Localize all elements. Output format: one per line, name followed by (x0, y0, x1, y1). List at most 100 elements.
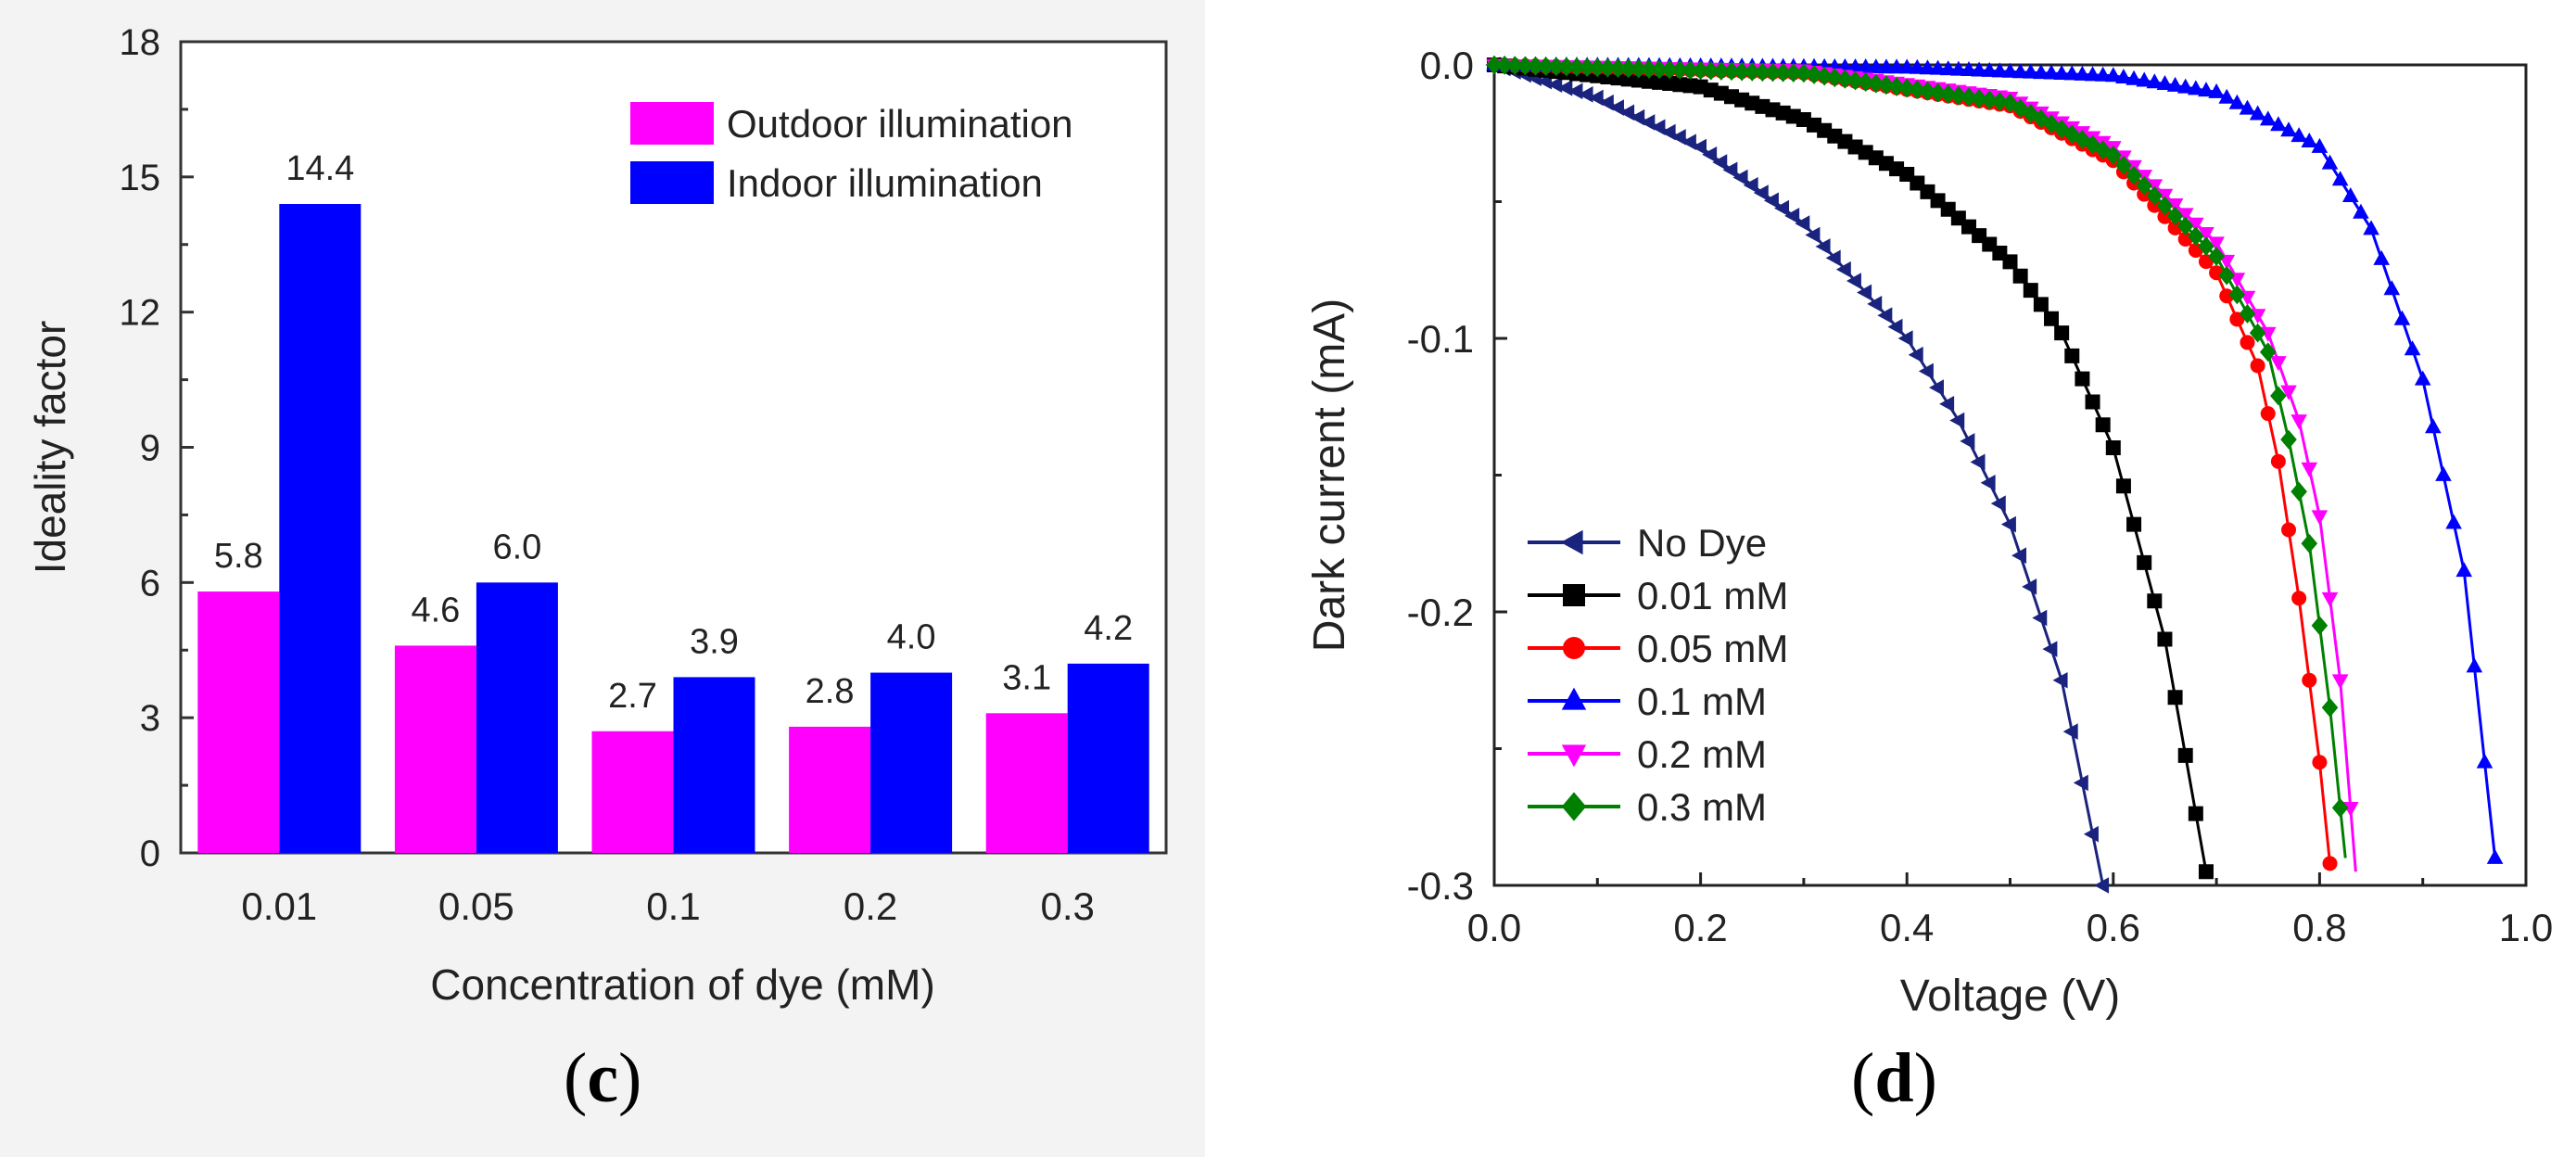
data-point (2011, 547, 2027, 565)
data-point (2075, 371, 2090, 387)
data-point (2126, 165, 2142, 185)
data-point (1909, 58, 1926, 74)
bar-chart-ideality-factor: 0 3 6 9 12 15 18 0.01 5.8 14.4 0.05 4.6 6.0 0.1 2.7 3.9… (26, 22, 1168, 1009)
y-tick-label: -0.2 (1407, 591, 1474, 634)
data-point (1909, 80, 1926, 100)
data-point (2188, 80, 2204, 95)
data-point (1939, 60, 1957, 76)
data-label: 4.0 (887, 618, 936, 657)
data-label: 4.2 (1084, 609, 1133, 648)
data-point (1961, 61, 1977, 77)
data-point (2084, 134, 2101, 155)
y-tick-label: -0.1 (1407, 317, 1474, 361)
data-point (2208, 247, 2225, 266)
data-point (1641, 59, 1657, 79)
data-point (2280, 121, 2297, 137)
data-point (1919, 81, 1936, 101)
data-point (1825, 249, 1841, 267)
data-point (1970, 453, 1986, 471)
data-point (1857, 284, 1872, 301)
x-tick-label: 0.6 (2087, 906, 2140, 949)
panel-label-d: (d) (1851, 1039, 1937, 1117)
data-point (1971, 61, 1987, 77)
data-point (1784, 63, 1802, 83)
data-point (1527, 56, 1544, 76)
data-point (1835, 261, 1851, 278)
data-point (1671, 59, 1689, 80)
data-point (2094, 66, 2112, 82)
data-point (1867, 296, 1883, 312)
legend-label: No Dye (1637, 521, 1767, 565)
bar-outdoor (789, 726, 871, 853)
data-point (2311, 616, 2329, 636)
data-label: 6.0 (492, 528, 541, 566)
data-point (2281, 522, 2297, 538)
data-point (2290, 414, 2307, 430)
data-label: 2.8 (806, 672, 855, 711)
data-point (1939, 396, 1955, 413)
data-point (1898, 58, 1915, 74)
data-point (2166, 198, 2184, 214)
y-tick-label: 18 (120, 22, 161, 63)
data-point (2136, 71, 2152, 87)
data-point (1619, 58, 1637, 79)
data-point (2023, 283, 2038, 299)
data-point (2085, 394, 2100, 410)
data-point (1630, 108, 1645, 126)
y-axis-label: Dark current (mA) (1305, 299, 1354, 652)
y-tick-label: 0 (140, 833, 160, 874)
data-point (1990, 495, 2006, 512)
data-point (2249, 323, 2266, 343)
data-point (2167, 690, 2183, 706)
data-point (1878, 75, 1895, 95)
data-point (2312, 755, 2328, 770)
data-point (2176, 78, 2194, 94)
data-point (1753, 184, 1769, 201)
data-point (2188, 806, 2203, 821)
data-point (1723, 61, 1740, 82)
data-point (1980, 474, 1996, 491)
data-point (1537, 57, 1554, 76)
data-point (1816, 66, 1833, 86)
data-point (1796, 63, 1812, 83)
data-point (1806, 65, 1822, 84)
data-point (2000, 515, 2016, 533)
data-point (1547, 57, 1565, 77)
data-point (2022, 578, 2037, 595)
data-point (1563, 584, 1585, 606)
data-point (2240, 335, 2255, 350)
bar-outdoor (197, 591, 280, 853)
data-point (1826, 68, 1844, 88)
data-point (1949, 412, 1965, 429)
series-no-dye (1485, 57, 2110, 894)
y-tick-label: 9 (140, 428, 160, 469)
y-tick-label: 15 (120, 158, 161, 198)
panel-d: 0.0 0.2 0.4 0.6 0.8 1.0 0.0 -0.1 -0.2 -0.3 Voltage… (1205, 0, 2576, 1157)
data-point (2331, 171, 2349, 186)
data-point (1897, 330, 1913, 347)
data-point (1589, 57, 1606, 78)
legend-swatch (630, 102, 714, 145)
data-point (2311, 137, 2329, 153)
data-point (1547, 76, 1563, 94)
data-point (2270, 386, 2287, 406)
data-point (2218, 88, 2236, 104)
data-point (1918, 362, 1934, 380)
data-point (2157, 209, 2173, 224)
data-point (2270, 356, 2287, 372)
data-point (2219, 288, 2235, 304)
y-tick-label: 6 (140, 563, 160, 604)
data-point (2011, 63, 2029, 79)
data-point (2001, 62, 2019, 78)
data-point (2032, 609, 2048, 627)
data-point (2270, 453, 2286, 469)
data-point (1563, 637, 1585, 659)
data-point (2074, 65, 2091, 81)
y-tick-label: 12 (120, 293, 161, 334)
data-point (1670, 129, 1686, 146)
data-point (2094, 877, 2110, 894)
data-point (1868, 73, 1884, 94)
legend-swatch (630, 161, 714, 204)
x-tick-label: 0.1 (646, 884, 700, 928)
legend-label: Indoor illumination (727, 161, 1043, 205)
